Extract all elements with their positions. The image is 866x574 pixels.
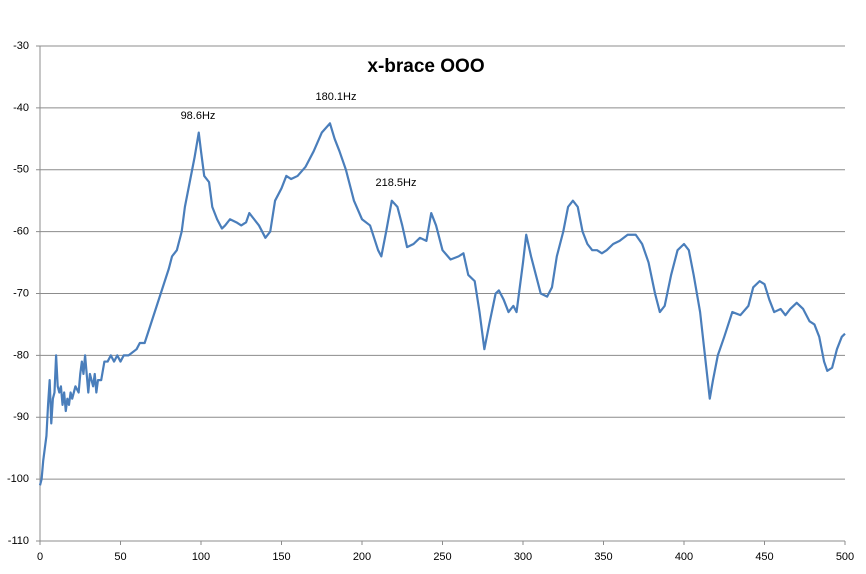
chart-title: x-brace OOO [367,56,484,77]
data-line [38,122,846,486]
y-tick-label: -70 [13,287,29,299]
x-tick-label: 450 [755,551,773,563]
x-tick-label: 100 [192,551,210,563]
x-tick-label: 50 [114,551,126,563]
x-tick-label: 500 [836,551,854,563]
x-tick-label: 250 [433,551,451,563]
y-tick-label: -90 [13,411,29,423]
annotation: 218.5Hz [376,177,417,189]
annotation: 180.1Hz [316,91,357,103]
y-tick-label: -40 [13,102,29,114]
x-tick-label: 350 [594,551,612,563]
x-tick-label: 150 [272,551,290,563]
y-tick-label: -80 [13,349,29,361]
y-tick-label: -100 [7,473,29,485]
x-tick-label: 0 [37,551,43,563]
annotation: 98.6Hz [181,110,216,122]
y-tick-label: -50 [13,164,29,176]
x-tick-label: 400 [675,551,693,563]
y-tick-label: -110 [8,535,29,547]
x-tick-label: 300 [514,551,532,563]
y-tick-label: -30 [13,40,29,52]
x-tick-label: 200 [353,551,371,563]
y-tick-label: -60 [13,226,29,238]
